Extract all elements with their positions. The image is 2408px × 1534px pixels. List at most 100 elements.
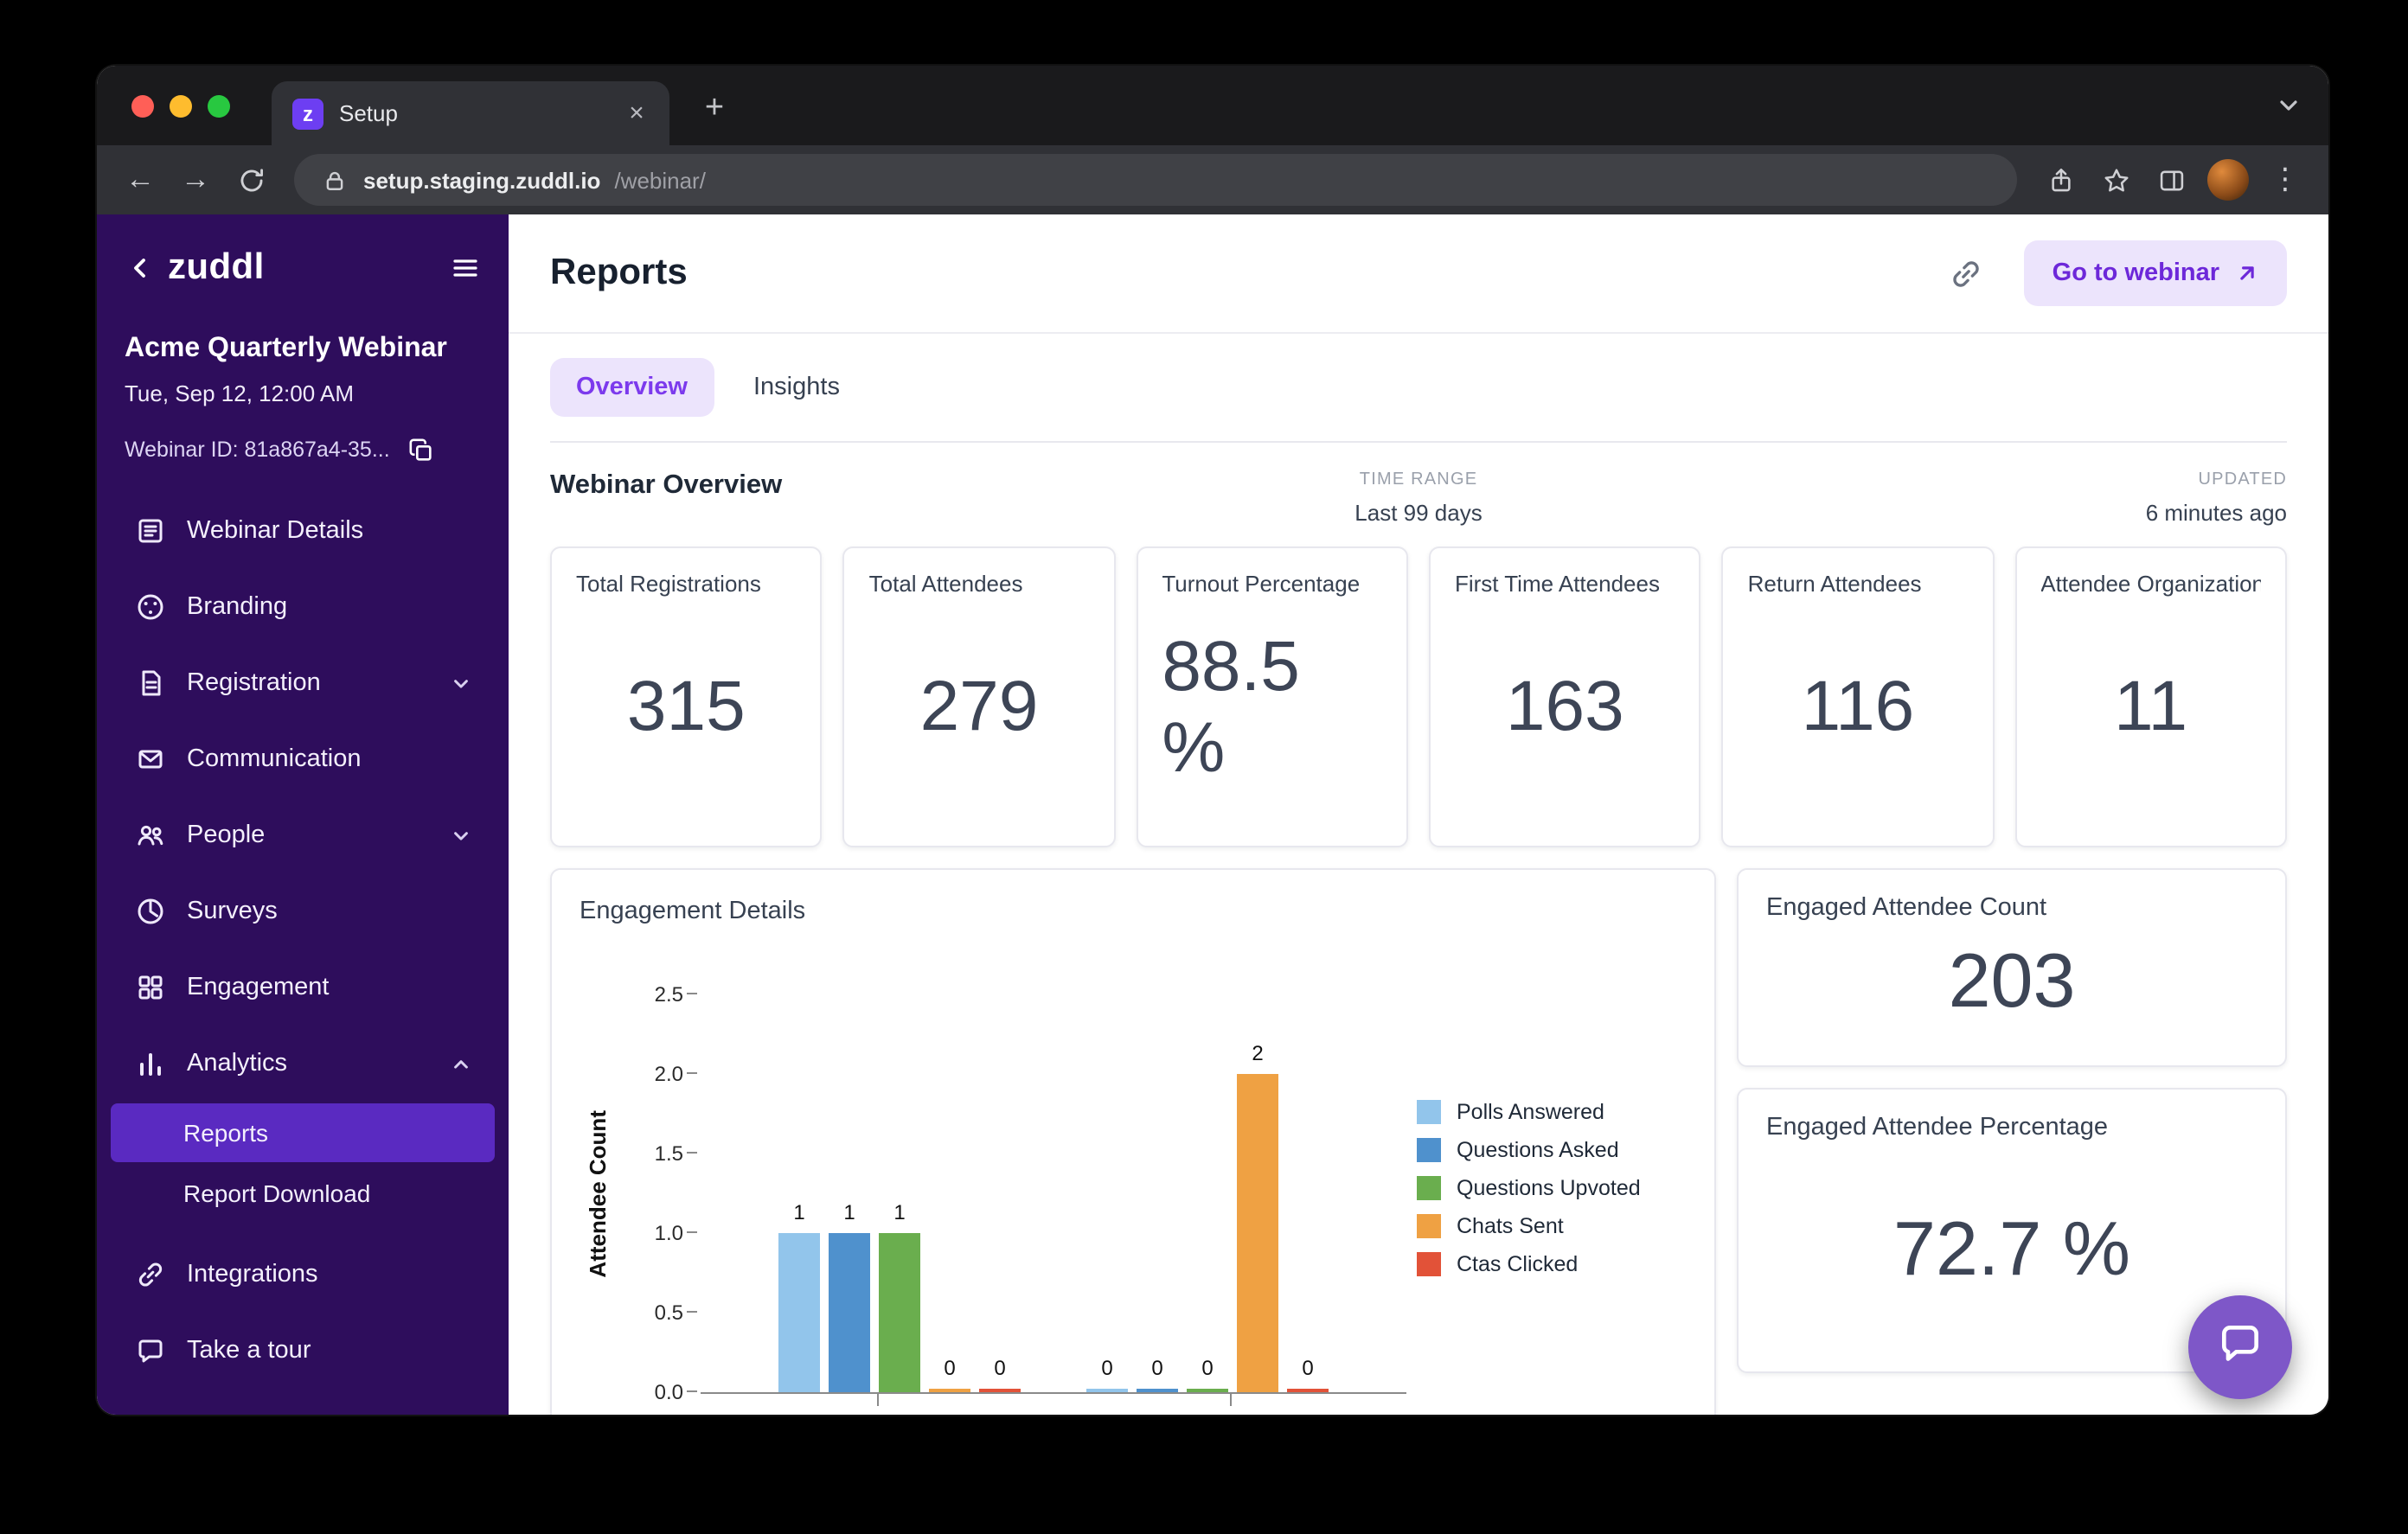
browser-menu-icon[interactable]: ⋮ bbox=[2270, 163, 2300, 195]
page-title: Reports bbox=[550, 252, 688, 292]
copy-link-icon[interactable] bbox=[1942, 249, 1990, 297]
hamburger-menu-icon[interactable] bbox=[450, 252, 481, 284]
legend-item-polls-answered: Polls Answered bbox=[1417, 1099, 1687, 1123]
sidebar-item-label: Communication bbox=[187, 745, 362, 773]
go-to-webinar-button[interactable]: Go to webinar bbox=[2024, 240, 2287, 306]
y-tick-mark bbox=[687, 993, 697, 994]
y-tick-mark bbox=[687, 1390, 697, 1392]
zoom-window-button[interactable] bbox=[208, 95, 230, 118]
engaged-attendee-count-card: Engaged Attendee Count 203 bbox=[1737, 868, 2287, 1068]
tab-close-icon[interactable]: × bbox=[629, 99, 644, 128]
bar-value: 0 bbox=[1151, 1356, 1163, 1380]
chevron-down-icon bbox=[452, 674, 471, 693]
stat-card-attendee-organizations: Attendee Organizations 11 bbox=[2014, 546, 2287, 847]
x-tick-mark bbox=[1230, 1394, 1232, 1406]
webinar-id: Webinar ID: 81a867a4-35... bbox=[125, 438, 390, 462]
bar-chats-sent: 2 bbox=[1237, 1041, 1278, 1392]
copy-icon[interactable] bbox=[406, 434, 437, 465]
tab-insights[interactable]: Insights bbox=[753, 374, 840, 401]
y-tick-mark bbox=[687, 1231, 697, 1233]
section-title: Webinar Overview bbox=[550, 470, 783, 500]
bar-value: 0 bbox=[1201, 1356, 1214, 1380]
new-tab-button[interactable]: + bbox=[704, 90, 725, 126]
time-range-value: Last 99 days bbox=[1354, 500, 1483, 526]
side-panel-icon[interactable] bbox=[2145, 154, 2197, 206]
section-head: Webinar Overview TIME RANGE Last 99 days… bbox=[509, 443, 2328, 546]
forward-button[interactable]: → bbox=[181, 163, 210, 195]
browser-tab-setup[interactable]: z Setup × bbox=[272, 81, 669, 145]
sidebar-item-label: Integrations bbox=[187, 1261, 318, 1288]
sidebar-item-engagement[interactable]: Engagement bbox=[125, 949, 481, 1026]
updated-label: UPDATED bbox=[2198, 470, 2288, 489]
stat-value: 116 bbox=[1801, 666, 1915, 745]
sidebar-item-take-a-tour[interactable]: Take a tour bbox=[125, 1313, 481, 1389]
analytics-icon bbox=[135, 1048, 166, 1079]
webinar-details-icon bbox=[135, 515, 166, 546]
bar-questions-upvoted: 0 bbox=[1187, 1356, 1228, 1392]
sidebar-item-registration[interactable]: Registration bbox=[125, 645, 481, 721]
integrations-icon bbox=[135, 1259, 166, 1290]
share-icon[interactable] bbox=[2034, 154, 2086, 206]
tab-overview[interactable]: Overview bbox=[550, 358, 714, 417]
y-tick: 2.0 bbox=[654, 1062, 683, 1086]
engaged-count-label: Engaged Attendee Count bbox=[1766, 894, 2047, 922]
bar-polls-answered: 1 bbox=[778, 1200, 820, 1392]
bookmark-star-icon[interactable] bbox=[2090, 154, 2142, 206]
communication-icon bbox=[135, 744, 166, 775]
y-tick-mark bbox=[687, 1072, 697, 1074]
url-host: setup.staging.zuddl.io bbox=[363, 167, 601, 193]
stats-row: Total Registrations 315 Total Attendees 279… bbox=[509, 546, 2328, 847]
sidebar-item-webinar-details[interactable]: Webinar Details bbox=[125, 493, 481, 569]
sidebar-item-branding[interactable]: Branding bbox=[125, 569, 481, 645]
back-chevron-icon[interactable] bbox=[125, 252, 156, 284]
close-window-button[interactable] bbox=[131, 95, 154, 118]
profile-avatar[interactable] bbox=[2207, 159, 2249, 201]
engaged-pct-value: 72.7 % bbox=[1893, 1207, 2130, 1293]
sidebar-subitem-reports[interactable]: Reports bbox=[111, 1103, 495, 1162]
stat-value: 279 bbox=[919, 666, 1039, 745]
plot-area: 0.0 0.5 1.0 1.5 2.0 2.5 1 1 1 0 0 0 0 0 2 0 bbox=[655, 982, 1406, 1406]
stat-value: 88.5 % bbox=[1162, 625, 1300, 786]
tab-search-chevron-icon[interactable] bbox=[2277, 93, 2301, 126]
sidebar-subitem-report-download[interactable]: Report Download bbox=[183, 1179, 371, 1207]
sidebar-item-people[interactable]: People bbox=[125, 797, 481, 873]
minimize-window-button[interactable] bbox=[170, 95, 192, 118]
engagement-chart: Attendee Count 0.0 0.5 1.0 1.5 2.0 2.5 1 1 1 0 0 0 0… bbox=[580, 936, 1687, 1406]
sidebar-item-analytics[interactable]: Analytics bbox=[125, 1026, 481, 1102]
legend-swatch bbox=[1417, 1137, 1441, 1161]
y-tick: 1.0 bbox=[654, 1221, 683, 1245]
legend-item-ctas-clicked: Ctas Clicked bbox=[1417, 1251, 1687, 1275]
legend-swatch bbox=[1417, 1175, 1441, 1199]
bar-value: 2 bbox=[1252, 1041, 1264, 1065]
y-tick: 1.5 bbox=[654, 1141, 683, 1166]
url-bar[interactable]: setup.staging.zuddl.io/webinar/ bbox=[294, 154, 2017, 206]
bar-value: 1 bbox=[843, 1200, 855, 1224]
sidebar-item-surveys[interactable]: Surveys bbox=[125, 873, 481, 949]
legend-item-questions-asked: Questions Asked bbox=[1417, 1137, 1687, 1161]
reload-button[interactable] bbox=[225, 154, 277, 206]
webinar-datetime: Tue, Sep 12, 12:00 AM bbox=[125, 380, 354, 406]
chat-launcher-button[interactable] bbox=[2188, 1295, 2292, 1399]
bar-ctas-clicked: 0 bbox=[1287, 1356, 1329, 1392]
legend-label: Chats Sent bbox=[1457, 1213, 1564, 1237]
people-icon bbox=[135, 820, 166, 851]
x-tick-mark bbox=[877, 1394, 879, 1406]
sidebar-item-communication[interactable]: Communication bbox=[125, 721, 481, 797]
updated-value: 6 minutes ago bbox=[2145, 500, 2288, 526]
sidebar-item-integrations[interactable]: Integrations bbox=[125, 1237, 481, 1313]
chevron-down-icon bbox=[452, 826, 471, 845]
stat-label: First Time Attendees bbox=[1454, 571, 1660, 597]
zuddl-favicon: z bbox=[292, 98, 323, 129]
engagement-details-card: Engagement Details Attendee Count 0.0 0.5… bbox=[550, 868, 1716, 1415]
stat-card-first-time-attendees: First Time Attendees 163 bbox=[1428, 546, 1701, 847]
bar-group: 1 1 1 0 0 bbox=[778, 1200, 1021, 1392]
app-area: zuddl Acme Quarterly Webinar Tue, Sep 12… bbox=[97, 214, 2328, 1415]
bar-ctas-clicked: 0 bbox=[979, 1356, 1021, 1392]
legend-swatch bbox=[1417, 1213, 1441, 1237]
stat-card-turnout-percentage: Turnout Percentage 88.5 % bbox=[1136, 546, 1408, 847]
surveys-icon bbox=[135, 896, 166, 927]
bar-questions-upvoted: 1 bbox=[879, 1200, 920, 1392]
tab-title: Setup bbox=[339, 100, 398, 126]
bottom-row: Engagement Details Attendee Count 0.0 0.5… bbox=[509, 847, 2328, 1415]
back-button[interactable]: ← bbox=[125, 163, 155, 195]
